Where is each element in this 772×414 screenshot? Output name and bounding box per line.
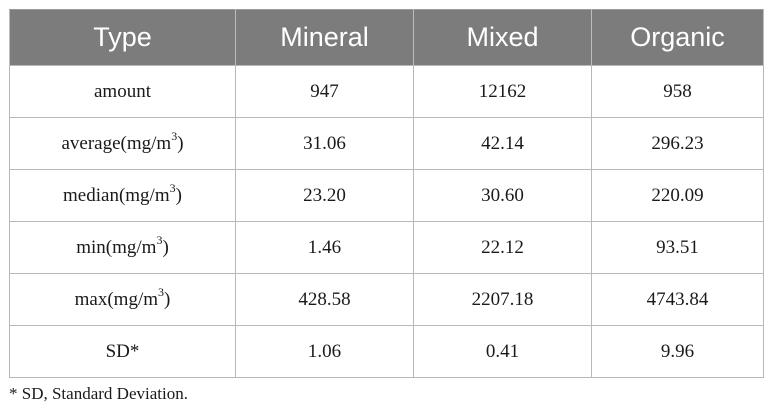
cell-organic: 9.96 (591, 325, 764, 378)
statistics-table: Type Mineral Mixed Organic amount 947 12… (9, 9, 764, 378)
cell-organic: 4743.84 (591, 273, 764, 326)
row-label: min(mg/m3) (9, 221, 236, 274)
cell-organic: 958 (591, 65, 764, 118)
row-label: SD* (9, 325, 236, 378)
cell-mineral: 1.06 (235, 325, 414, 378)
cell-mineral: 428.58 (235, 273, 414, 326)
table-row: average(mg/m3) 31.06 42.14 296.23 (9, 117, 764, 170)
data-table-container: Type Mineral Mixed Organic amount 947 12… (9, 9, 764, 378)
cell-organic: 296.23 (591, 117, 764, 170)
cell-mineral: 31.06 (235, 117, 414, 170)
cell-organic: 93.51 (591, 221, 764, 274)
cell-mineral: 23.20 (235, 169, 414, 222)
table-header-row: Type Mineral Mixed Organic (9, 9, 764, 66)
cell-mineral: 1.46 (235, 221, 414, 274)
row-label: max(mg/m3) (9, 273, 236, 326)
cell-mixed: 30.60 (413, 169, 592, 222)
row-label: median(mg/m3) (9, 169, 236, 222)
cell-mixed: 0.41 (413, 325, 592, 378)
header-type: Type (9, 9, 236, 66)
header-organic: Organic (591, 9, 764, 66)
table-row: median(mg/m3) 23.20 30.60 220.09 (9, 169, 764, 222)
cell-mixed: 22.12 (413, 221, 592, 274)
cell-organic: 220.09 (591, 169, 764, 222)
table-row: amount 947 12162 958 (9, 65, 764, 118)
table-footnote: * SD, Standard Deviation. (9, 384, 188, 403)
table-row: max(mg/m3) 428.58 2207.18 4743.84 (9, 273, 764, 326)
row-label: amount (9, 65, 236, 118)
header-mineral: Mineral (235, 9, 414, 66)
cell-mixed: 12162 (413, 65, 592, 118)
table-row: min(mg/m3) 1.46 22.12 93.51 (9, 221, 764, 274)
row-label: average(mg/m3) (9, 117, 236, 170)
header-mixed: Mixed (413, 9, 592, 66)
cell-mineral: 947 (235, 65, 414, 118)
cell-mixed: 2207.18 (413, 273, 592, 326)
cell-mixed: 42.14 (413, 117, 592, 170)
table-row: SD* 1.06 0.41 9.96 (9, 325, 764, 378)
